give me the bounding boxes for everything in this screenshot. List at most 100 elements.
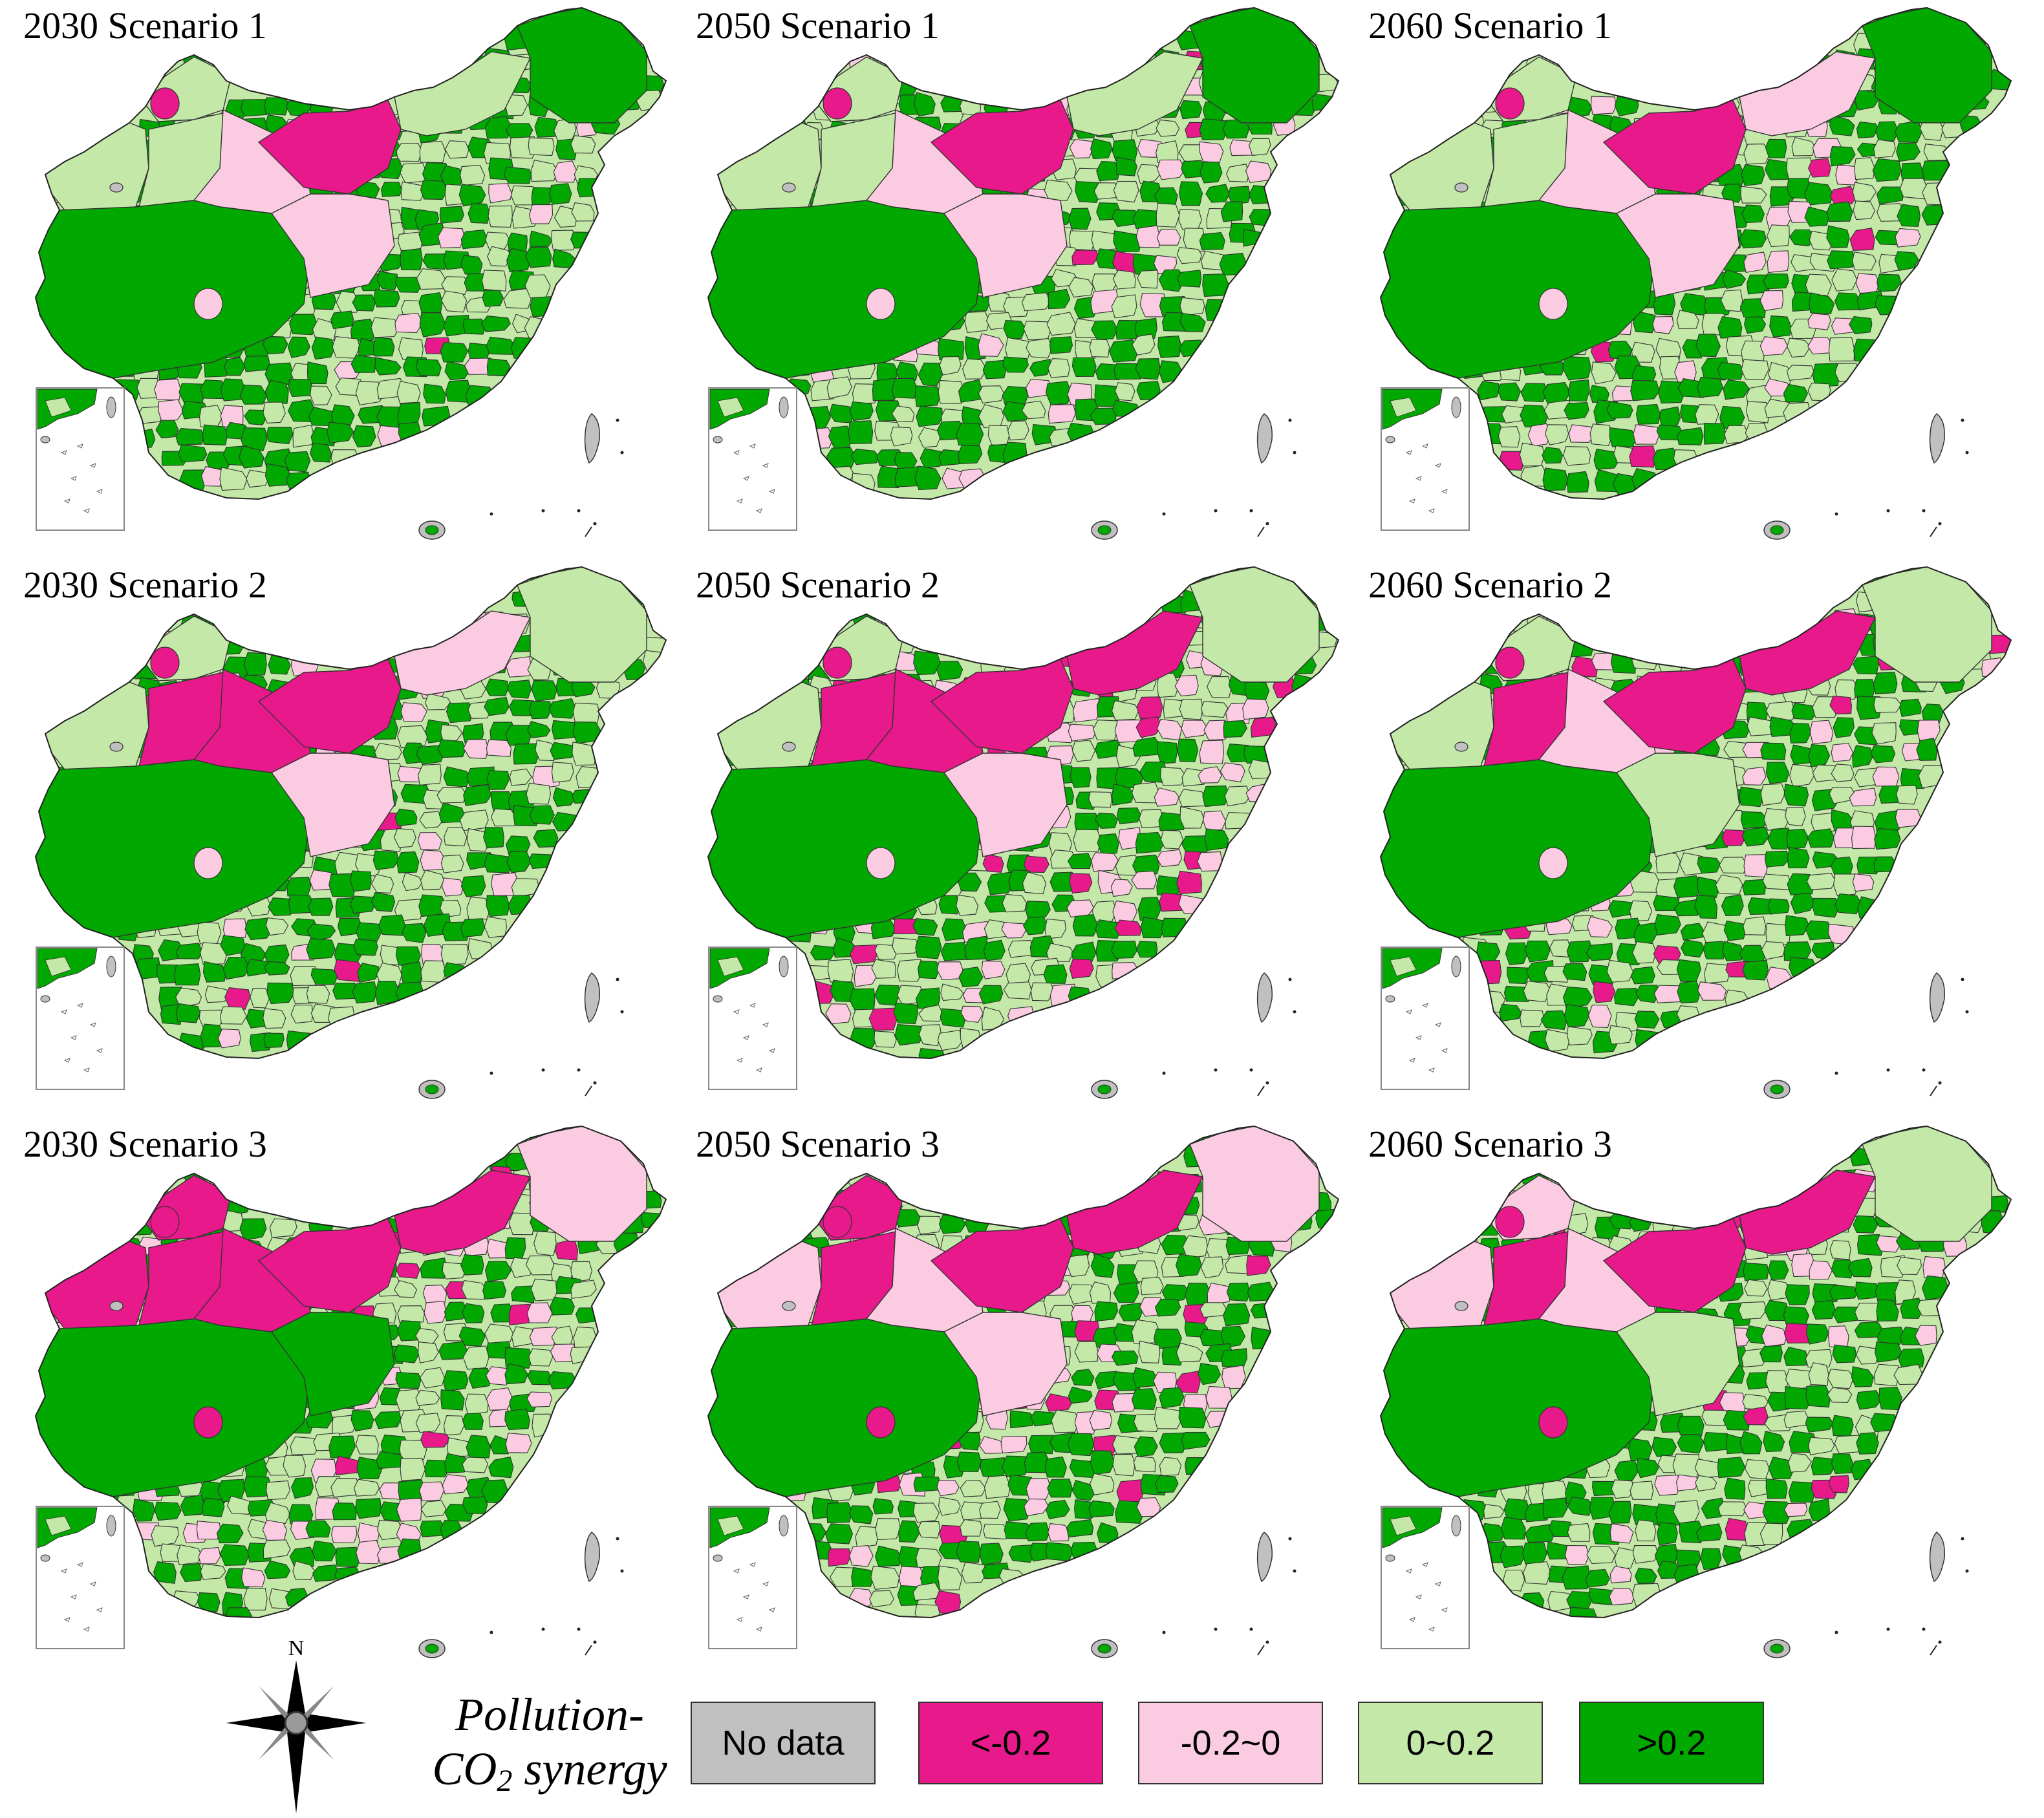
map-region [571, 202, 595, 222]
map-region [1783, 1411, 1809, 1429]
map-region [1743, 916, 1767, 936]
map-region [1199, 232, 1225, 251]
map-region [483, 827, 504, 849]
map-region [1764, 1299, 1788, 1321]
map-region [1108, 339, 1139, 363]
map-region [331, 1526, 358, 1543]
map-region [306, 985, 330, 1004]
map-region [957, 1451, 982, 1473]
map-region [460, 918, 485, 938]
map-region [872, 1498, 894, 1515]
map-region [444, 140, 469, 159]
map-region [1785, 915, 1810, 936]
map-region [918, 1047, 945, 1058]
map-region [217, 1029, 241, 1049]
map-region [828, 425, 852, 449]
map-region [400, 1457, 426, 1481]
map-region [920, 448, 945, 469]
map-region [1114, 919, 1142, 936]
map-region [530, 159, 558, 182]
map-region [1022, 872, 1047, 895]
map-region [196, 1521, 221, 1540]
map-region [463, 784, 492, 806]
map-region [850, 449, 879, 465]
map-region [504, 1347, 533, 1369]
map-region [1291, 674, 1319, 698]
map-region [551, 762, 574, 783]
map-region [155, 420, 179, 438]
map-region [1804, 182, 1834, 206]
map-region [1246, 1256, 1271, 1276]
map-region [548, 1371, 577, 1390]
map-region [372, 337, 395, 357]
map-region [395, 1371, 422, 1389]
map-region [1089, 1473, 1115, 1496]
map-region [534, 116, 559, 138]
map-region [1226, 1282, 1251, 1302]
legend-item-weak-negative: -0.2~0 [1138, 1702, 1323, 1784]
map-region [355, 381, 385, 406]
map-region [1155, 1475, 1179, 1493]
map-region [918, 1004, 943, 1022]
map-region [874, 1031, 897, 1048]
map-region [1673, 875, 1701, 899]
china-map [34, 6, 667, 540]
map-region [1136, 696, 1163, 720]
map-region [396, 851, 420, 873]
map-region [287, 336, 311, 359]
map-region [1651, 1437, 1677, 1457]
map-region [1632, 941, 1657, 964]
map-region [570, 135, 596, 154]
map-region [1073, 829, 1101, 852]
map-region [1896, 142, 1920, 162]
map-region [1851, 826, 1877, 850]
map-region [335, 1546, 362, 1567]
map-region-xjW [1390, 122, 1494, 214]
map-region [222, 918, 247, 940]
map-region-inner [930, 1218, 1074, 1313]
map-region [984, 1475, 1011, 1499]
map-region [1090, 1253, 1115, 1278]
map-region [396, 1263, 420, 1279]
map-region [1183, 228, 1206, 252]
map-region [1849, 228, 1875, 251]
map-region [1499, 1003, 1522, 1022]
map-region [1161, 1284, 1190, 1303]
map-region [243, 652, 267, 676]
map-region [1831, 1453, 1854, 1474]
map-region [1791, 702, 1818, 720]
map-region [1545, 424, 1569, 445]
map-region [1131, 1388, 1157, 1410]
map-region [1739, 786, 1765, 807]
map-region [504, 1408, 530, 1431]
map-region [288, 378, 313, 398]
map-region [577, 178, 602, 198]
map-region [1112, 1453, 1135, 1477]
china-map [1379, 1125, 2012, 1658]
map-region [507, 232, 528, 252]
map-region [1113, 230, 1141, 253]
map-region [1831, 268, 1858, 292]
map-region [981, 960, 1006, 979]
map-region [1834, 893, 1862, 915]
map-region [1154, 787, 1179, 807]
map-region [201, 1497, 225, 1517]
map-region [1719, 857, 1748, 873]
map-region [1721, 894, 1744, 917]
map-region [394, 277, 423, 293]
map-region [420, 1257, 447, 1279]
map-region [1113, 1282, 1139, 1303]
map-region [916, 405, 943, 427]
map-region-qinghai [1615, 753, 1740, 857]
map-region [415, 1328, 439, 1346]
map-region [1717, 1457, 1746, 1479]
map-region [1229, 139, 1256, 156]
map-region [1587, 1004, 1612, 1029]
map-region [511, 1285, 535, 1303]
map-region [1656, 424, 1683, 441]
map-region [463, 739, 489, 759]
map-region [1245, 160, 1272, 184]
map-region [1088, 1500, 1115, 1517]
map-region [1520, 1592, 1545, 1612]
map-region [226, 1495, 253, 1515]
